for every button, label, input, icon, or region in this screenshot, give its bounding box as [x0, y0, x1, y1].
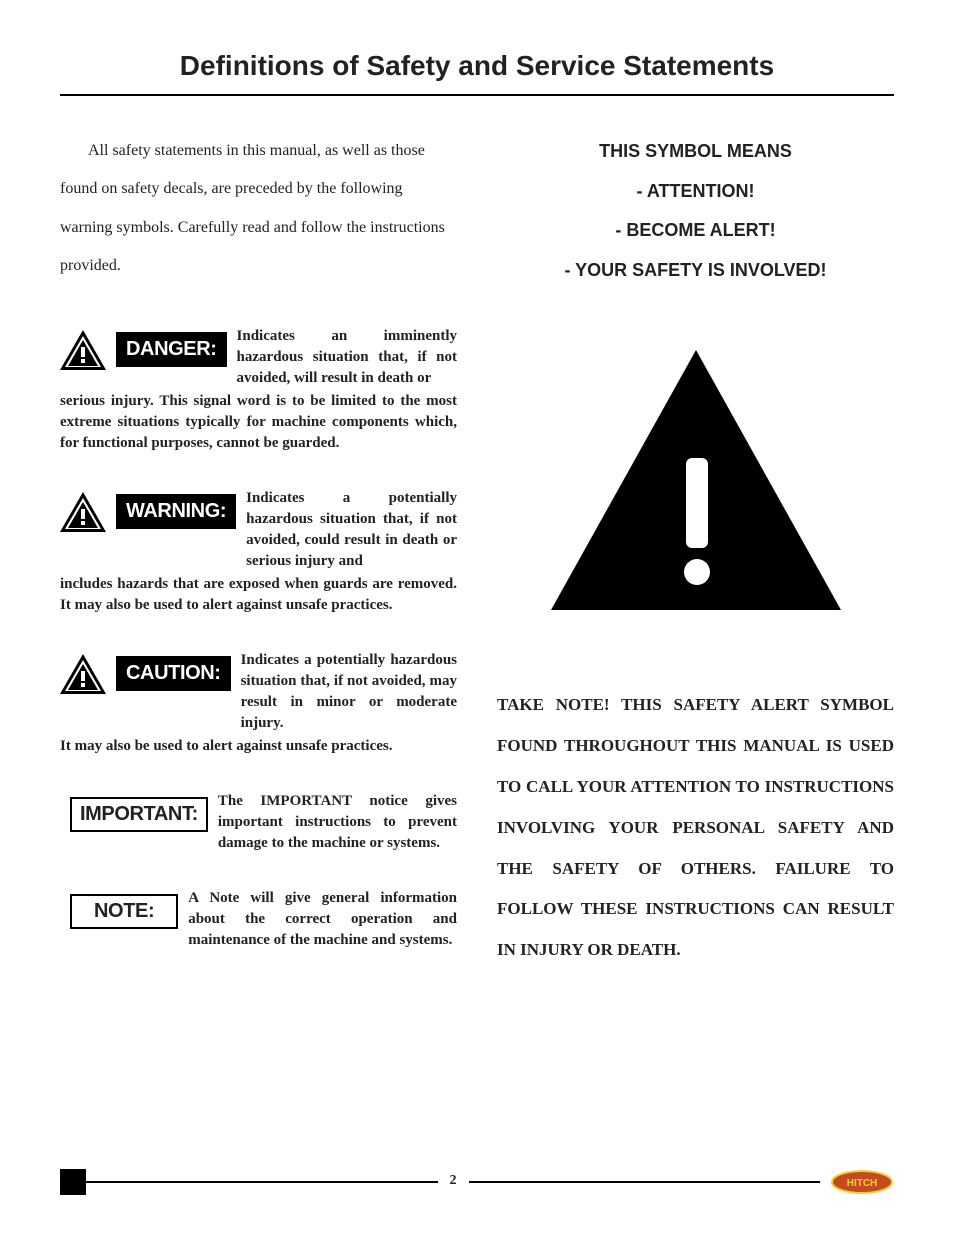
right-head-l2: - ATTENTION!	[497, 172, 894, 212]
intro-paragraph: All safety statements in this manual, as…	[60, 132, 457, 286]
take-note-paragraph: TAKE NOTE! THIS SAFETY ALERT SYMBOL FOUN…	[497, 685, 894, 971]
page-number: 2	[438, 1173, 469, 1189]
caution-text-lead: Indicates a potentially hazardous situat…	[241, 650, 457, 734]
caution-text-cont: It may also be used to alert against uns…	[60, 736, 457, 757]
danger-label: DANGER:	[116, 332, 227, 367]
alert-triangle-icon	[60, 330, 106, 370]
warning-text-lead: Indicates a potentially hazardous situat…	[246, 488, 457, 572]
important-text: The IMPORTANT notice gives important ins…	[218, 791, 457, 854]
left-column: All safety statements in this manual, as…	[60, 132, 457, 985]
note-label: NOTE:	[70, 894, 178, 929]
caution-block: CAUTION: Indicates a potentially hazardo…	[60, 650, 457, 757]
alert-triangle-icon	[60, 492, 106, 532]
brand-logo-text: HITCH	[847, 1178, 878, 1189]
symbol-means-heading: THIS SYMBOL MEANS - ATTENTION! - BECOME …	[497, 132, 894, 290]
danger-block: DANGER: Indicates an imminently hazardou…	[60, 326, 457, 454]
footer-rule	[86, 1181, 438, 1183]
alert-triangle-icon	[60, 654, 106, 694]
right-head-l3: - BECOME ALERT!	[497, 211, 894, 251]
page-title: Definitions of Safety and Service Statem…	[60, 50, 894, 96]
warning-block: WARNING: Indicates a potentially hazardo…	[60, 488, 457, 616]
warning-label: WARNING:	[116, 494, 236, 529]
footer-rule	[469, 1181, 821, 1183]
brand-logo-icon: HITCH	[830, 1168, 894, 1196]
page-footer: 2 HITCH	[60, 1169, 894, 1195]
important-label: IMPORTANT:	[70, 797, 208, 832]
large-alert-triangle-icon	[551, 350, 841, 610]
footer-square-icon	[60, 1169, 86, 1195]
content-columns: All safety statements in this manual, as…	[60, 132, 894, 985]
danger-text-lead: Indicates an imminently hazardous situat…	[237, 326, 457, 389]
danger-text-cont: serious injury. This signal word is to b…	[60, 391, 457, 454]
caution-label: CAUTION:	[116, 656, 231, 691]
warning-text-cont: includes hazards that are exposed when g…	[60, 574, 457, 616]
right-column: THIS SYMBOL MEANS - ATTENTION! - BECOME …	[497, 132, 894, 985]
important-block: IMPORTANT: The IMPORTANT notice gives im…	[60, 791, 457, 854]
note-block: NOTE: A Note will give general informati…	[60, 888, 457, 951]
right-head-l4: - YOUR SAFETY IS INVOLVED!	[497, 251, 894, 291]
note-text: A Note will give general information abo…	[188, 888, 457, 951]
right-head-l1: THIS SYMBOL MEANS	[497, 132, 894, 172]
